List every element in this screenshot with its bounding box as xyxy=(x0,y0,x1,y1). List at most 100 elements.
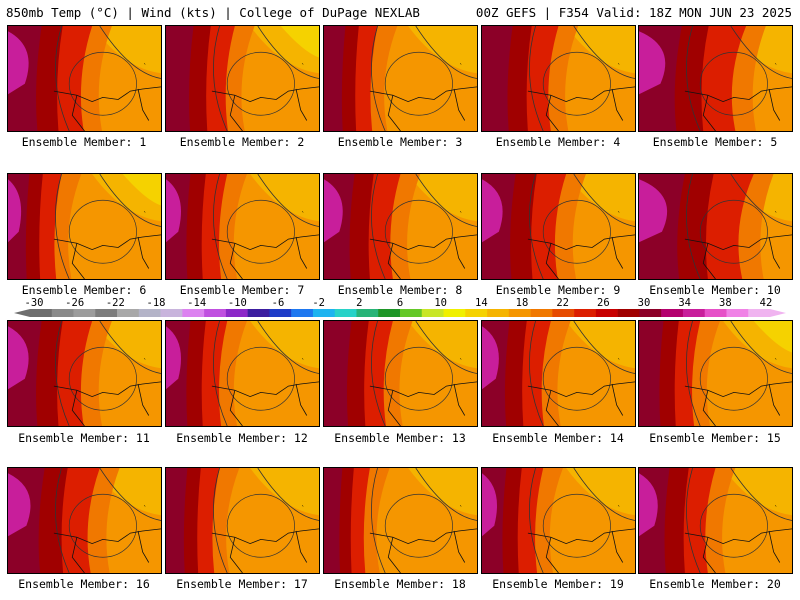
colorbar-swatch xyxy=(574,309,597,317)
member-label: Ensemble Member: 6 xyxy=(21,283,147,297)
colorbar-swatch xyxy=(443,309,466,317)
member-map-19: ˎ xyxy=(481,467,636,574)
colorbar-swatch xyxy=(726,309,749,317)
colorbar-swatch xyxy=(51,309,74,317)
colorbar-swatch xyxy=(421,309,444,317)
colorbar-swatch xyxy=(95,309,118,317)
colorbar-tick-label: 26 xyxy=(597,297,610,309)
colorbar-swatch xyxy=(247,309,270,317)
svg-text:ˎ: ˎ xyxy=(459,352,463,360)
colorbar-swatch xyxy=(400,309,423,317)
colorbar-swatch xyxy=(748,309,771,317)
colorbar-tick-label: 22 xyxy=(556,297,569,309)
colorbar-swatch xyxy=(682,309,706,317)
svg-text:ˎ: ˎ xyxy=(459,57,463,65)
colorbar-tick-label: 14 xyxy=(475,297,488,309)
member-map-7: ˎ xyxy=(165,173,320,280)
colorbar-tick-label: -6 xyxy=(271,297,285,309)
svg-text:ˎ: ˎ xyxy=(774,57,778,65)
member-label: Ensemble Member: 11 xyxy=(18,431,150,445)
colorbar-swatch xyxy=(639,309,662,317)
member-map-10: ˎ xyxy=(638,173,793,280)
member-map-13: ˎ xyxy=(323,320,478,427)
colorbar-tick-label: -26 xyxy=(65,297,85,309)
svg-text:ˎ: ˎ xyxy=(301,499,305,507)
colorbar-tick-label: -30 xyxy=(24,297,44,309)
colorbar-swatch xyxy=(160,309,183,317)
member-label: Ensemble Member: 9 xyxy=(495,283,621,297)
member-label: Ensemble Member: 1 xyxy=(21,135,147,149)
member-label: Ensemble Member: 10 xyxy=(649,283,781,297)
svg-text:ˎ: ˎ xyxy=(301,352,305,360)
colorbar-min-arrow xyxy=(14,309,30,317)
colorbar-swatch xyxy=(356,309,379,317)
svg-text:ˎ: ˎ xyxy=(774,352,778,360)
svg-text:ˎ: ˎ xyxy=(301,205,305,213)
member-label: Ensemble Member: 8 xyxy=(337,283,463,297)
svg-text:ˎ: ˎ xyxy=(774,499,778,507)
colorbar-tick-label: -22 xyxy=(105,297,125,309)
colorbar-swatch xyxy=(73,309,96,317)
member-map-1: ˎ xyxy=(7,25,162,132)
member-map-16: ˎ xyxy=(7,467,162,574)
svg-text:ˎ: ˎ xyxy=(459,499,463,507)
colorbar-swatch xyxy=(269,309,292,317)
member-map-20: ˎ xyxy=(638,467,793,574)
member-label: Ensemble Member: 14 xyxy=(492,431,624,445)
member-map-4: ˎ xyxy=(481,25,636,132)
member-map-9: ˎ xyxy=(481,173,636,280)
colorbar-swatch xyxy=(182,309,205,317)
colorbar-swatch xyxy=(138,309,161,317)
member-map-17: ˎ xyxy=(165,467,320,574)
member-label: Ensemble Member: 5 xyxy=(652,135,778,149)
member-label: Ensemble Member: 7 xyxy=(179,283,305,297)
member-map-2: ˎ xyxy=(165,25,320,132)
colorbar-tick-label: 6 xyxy=(396,297,404,309)
colorbar-swatch xyxy=(530,309,553,317)
member-map-11: ˎ xyxy=(7,320,162,427)
member-label: Ensemble Member: 15 xyxy=(649,431,781,445)
svg-text:ˎ: ˎ xyxy=(617,205,621,213)
member-label: Ensemble Member: 16 xyxy=(18,577,150,591)
member-label: Ensemble Member: 4 xyxy=(495,135,621,149)
member-label: Ensemble Member: 17 xyxy=(176,577,308,591)
svg-text:ˎ: ˎ xyxy=(617,57,621,65)
member-map-12: ˎ xyxy=(165,320,320,427)
member-label: Ensemble Member: 3 xyxy=(337,135,463,149)
colorbar-swatch xyxy=(595,309,618,317)
colorbar-tick-label: 38 xyxy=(719,297,732,309)
colorbar-swatch xyxy=(465,309,488,317)
svg-text:ˎ: ˎ xyxy=(459,205,463,213)
member-label: Ensemble Member: 2 xyxy=(179,135,305,149)
colorbar-tick-label: 10 xyxy=(434,297,447,309)
colorbar-tick-label: 30 xyxy=(637,297,651,309)
colorbar-swatch xyxy=(204,309,227,317)
colorbar-tick-label: -10 xyxy=(227,297,247,309)
colorbar-swatch xyxy=(661,309,684,317)
colorbar-tick-label: 34 xyxy=(678,297,691,309)
svg-text:ˎ: ˎ xyxy=(617,499,621,507)
colorbar-swatch xyxy=(334,309,357,317)
svg-text:ˎ: ˎ xyxy=(143,205,147,213)
svg-text:ˎ: ˎ xyxy=(774,205,778,213)
member-label: Ensemble Member: 18 xyxy=(334,577,466,591)
svg-text:ˎ: ˎ xyxy=(143,352,147,360)
svg-text:ˎ: ˎ xyxy=(143,57,147,65)
colorbar-tick-label: -14 xyxy=(187,297,207,309)
colorbar-max-arrow xyxy=(770,309,786,317)
colorbar-tick-label: 18 xyxy=(515,297,529,309)
colorbar-swatch xyxy=(312,309,336,317)
svg-text:ˎ: ˎ xyxy=(617,352,621,360)
colorbar-tick-label: 2 xyxy=(356,297,363,309)
temperature-colorbar xyxy=(14,309,786,317)
member-map-18: ˎ xyxy=(323,467,478,574)
member-map-6: ˎ xyxy=(7,173,162,280)
colorbar-swatch xyxy=(552,309,575,317)
member-map-5: ˎ xyxy=(638,25,793,132)
member-label: Ensemble Member: 13 xyxy=(334,431,466,445)
member-label: Ensemble Member: 19 xyxy=(492,577,624,591)
colorbar-swatch xyxy=(291,309,314,317)
svg-text:ˎ: ˎ xyxy=(143,499,147,507)
colorbar-swatch xyxy=(487,309,510,317)
colorbar-swatch xyxy=(30,309,53,317)
